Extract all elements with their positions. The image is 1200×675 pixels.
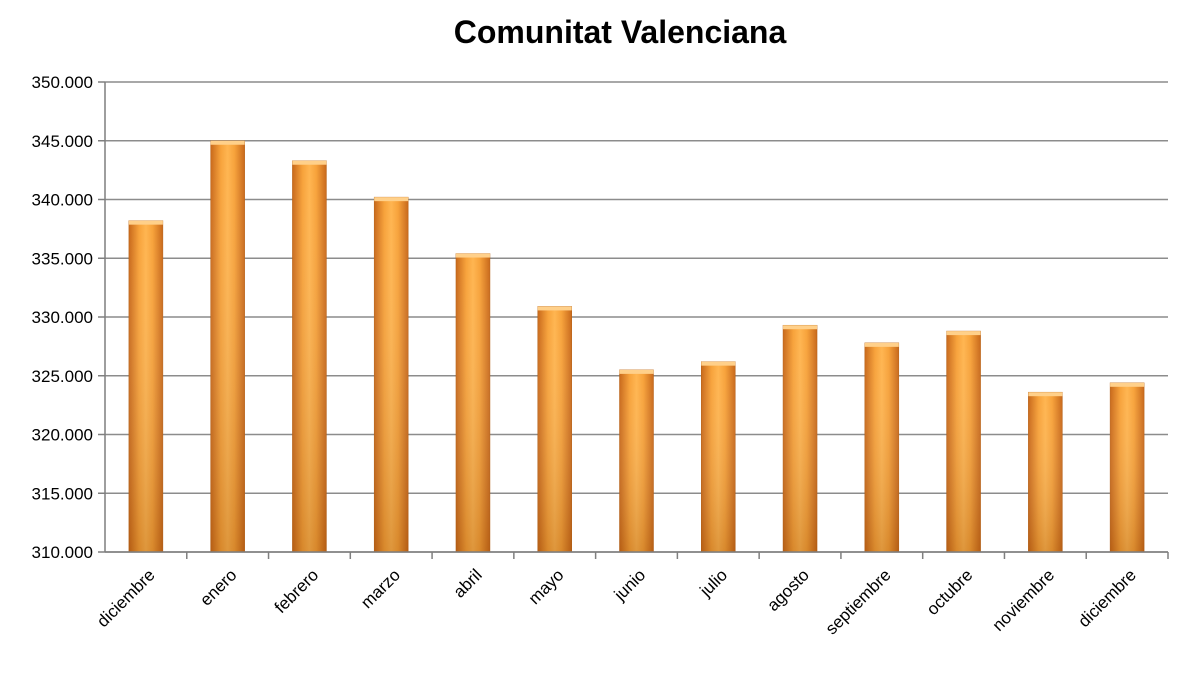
bars — [128, 140, 1145, 553]
x-tick-label: octubre — [923, 565, 977, 619]
y-tick-label: 315.000 — [32, 484, 93, 503]
x-tick-label: septiembre — [822, 565, 895, 638]
bar — [701, 361, 736, 553]
x-tick-label: noviembre — [989, 565, 1059, 635]
bar-shade — [210, 140, 245, 552]
bar-shade — [946, 331, 981, 552]
x-tick-label: mayo — [525, 565, 568, 608]
y-tick-label: 325.000 — [32, 367, 93, 386]
bar-top-highlight — [292, 160, 327, 165]
y-tick-label: 340.000 — [32, 191, 93, 210]
bar-shade — [128, 220, 163, 552]
bar-top-highlight — [864, 342, 899, 347]
bar-shade — [701, 361, 736, 552]
bar — [619, 369, 654, 553]
bar-top-highlight — [455, 253, 490, 258]
bar-shade — [537, 306, 572, 552]
bar-top-highlight — [374, 197, 409, 202]
axes — [98, 81, 1169, 559]
bar-top-highlight — [946, 331, 981, 336]
bar-top-highlight — [128, 220, 163, 225]
bar — [373, 196, 409, 553]
chart-title: Comunitat Valenciana — [453, 14, 787, 50]
bar-shade — [783, 325, 818, 552]
bar-top-highlight — [1028, 392, 1063, 397]
bar-shade — [864, 342, 899, 552]
bar — [128, 220, 164, 553]
y-tick-labels: 310.000 315.000 320.000 325.000 330.000 335.0… — [32, 73, 93, 562]
x-tick-label: diciembre — [1074, 565, 1140, 631]
bar-shade — [292, 160, 327, 552]
bar-top-highlight — [701, 361, 736, 366]
bar-shade — [455, 253, 490, 553]
y-tick-label: 335.000 — [32, 249, 93, 268]
x-tick-label: diciembre — [93, 565, 159, 631]
bar-shade — [1110, 382, 1145, 552]
bar — [946, 330, 981, 553]
x-tick-label: junio — [610, 565, 650, 605]
x-tick-label: marzo — [357, 565, 404, 612]
bar — [1109, 382, 1145, 553]
bar — [455, 253, 491, 553]
bar-shade — [1028, 392, 1063, 552]
bar-shade — [374, 197, 409, 552]
bar — [864, 342, 900, 553]
y-tick-label: 320.000 — [32, 426, 93, 445]
bar-top-highlight — [783, 325, 818, 330]
y-tick-label: 310.000 — [32, 543, 93, 562]
bar-top-highlight — [210, 140, 245, 145]
bar — [537, 306, 572, 553]
bar-top-highlight — [1110, 382, 1145, 387]
bar-shade — [619, 369, 654, 552]
bar — [210, 140, 245, 553]
x-tick-label: agosto — [763, 565, 813, 615]
x-tick-label: enero — [196, 565, 240, 609]
bar-top-highlight — [537, 306, 572, 311]
bar — [782, 324, 818, 553]
x-tick-label: julio — [696, 565, 732, 601]
bar — [1028, 391, 1063, 553]
x-tick-labels: diciembre enero febrero marzo abril mayo junio… — [93, 565, 1140, 638]
y-tick-label: 330.000 — [32, 308, 93, 327]
y-tick-label: 345.000 — [32, 132, 93, 151]
y-tick-label: 350.000 — [32, 73, 93, 92]
x-tick-label: febrero — [271, 565, 323, 617]
bar — [292, 160, 327, 553]
x-tick-label: abril — [450, 565, 486, 601]
bar-top-highlight — [619, 369, 654, 374]
